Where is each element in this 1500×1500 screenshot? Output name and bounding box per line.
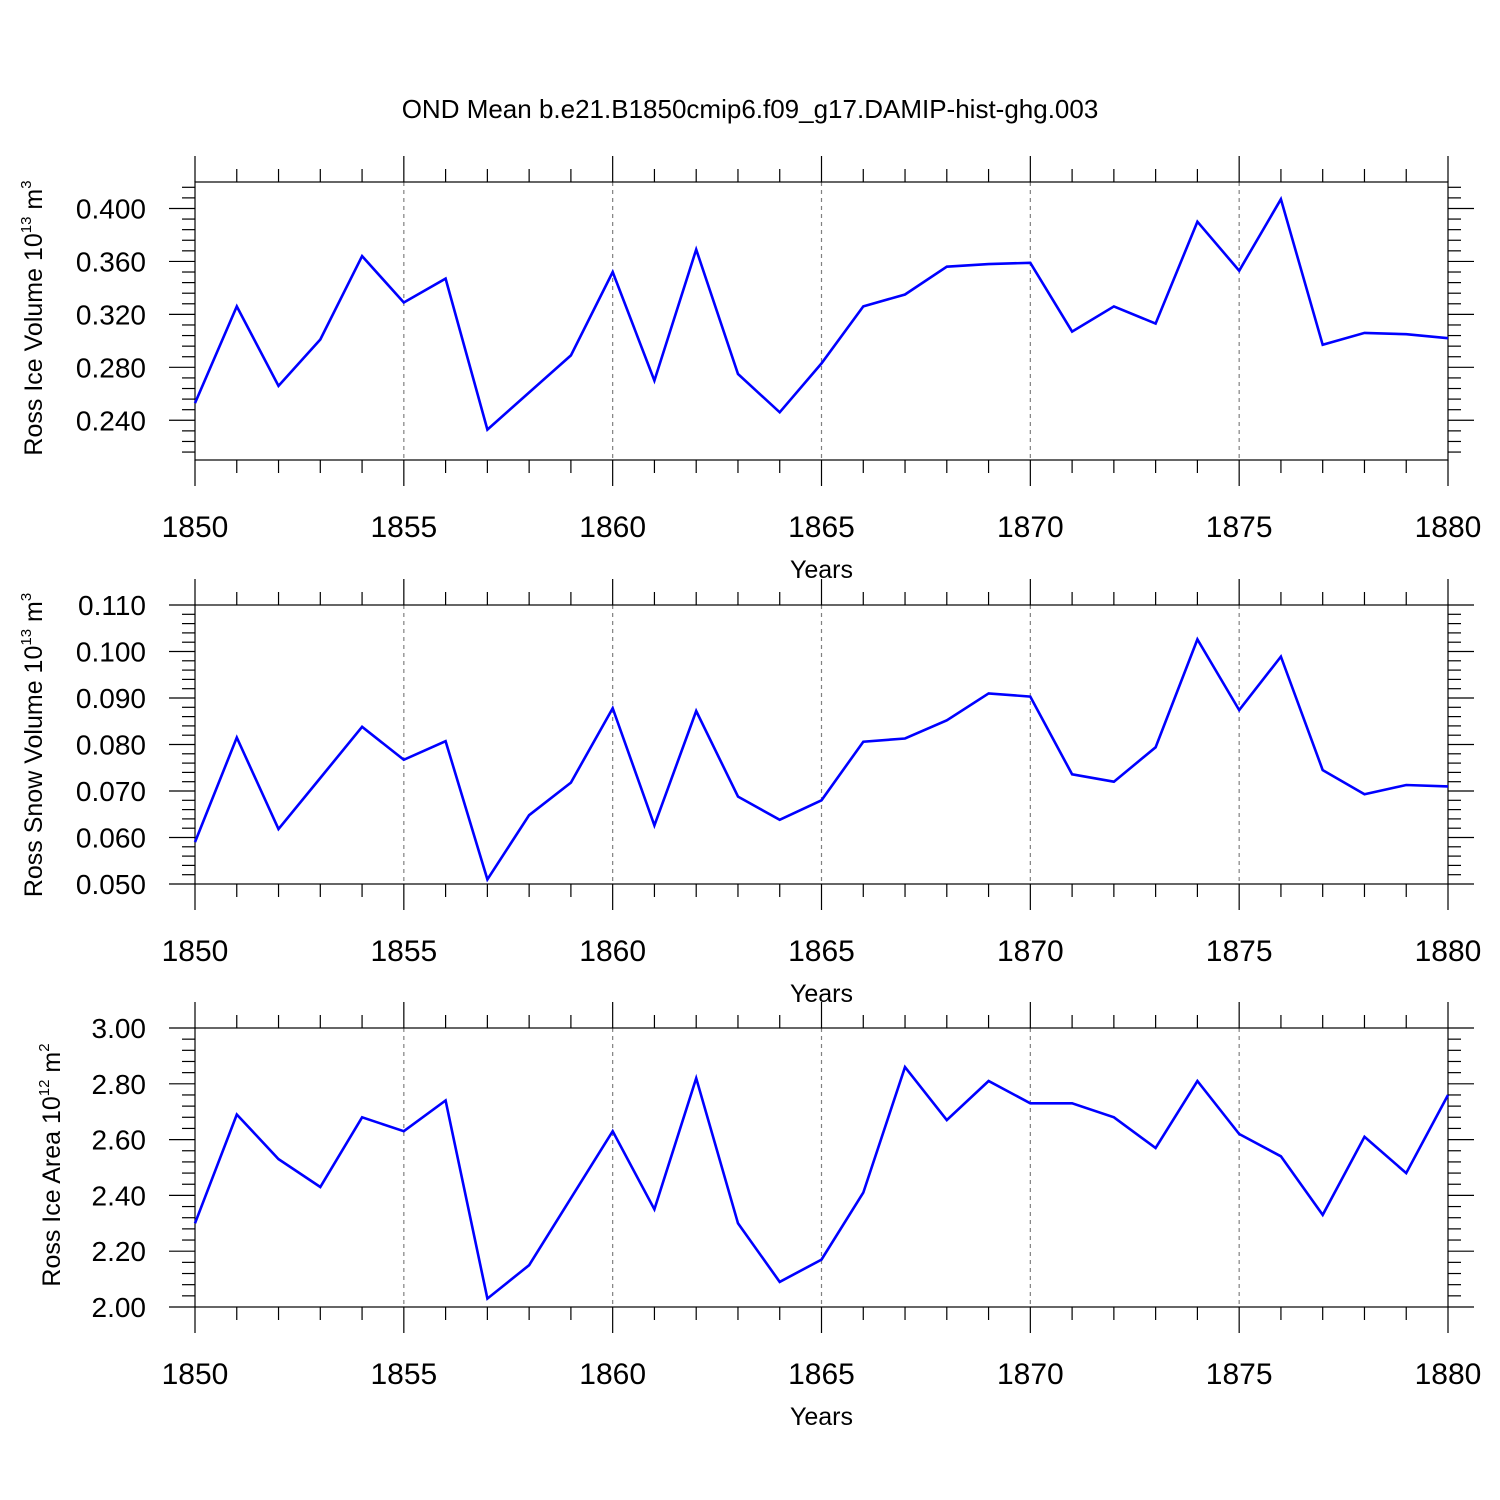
series-line xyxy=(193,195,1449,432)
y-axis-label-unit-sup: 3 xyxy=(18,593,35,601)
x-tick-label: 1860 xyxy=(579,511,646,544)
panel-3: 2.00 2.20 2.40 2.60 2.80 3.00 1850 1855 1860 1865… xyxy=(36,1002,1481,1431)
y-tick-label: 0.400 xyxy=(76,193,146,224)
x-tick-label: 1865 xyxy=(788,1358,855,1391)
y-axis-label-unit-sup: 3 xyxy=(18,180,35,188)
y-tick-label: 2.00 xyxy=(92,1292,147,1323)
x-tick-label: 1865 xyxy=(788,935,855,968)
y-axis-label: Ross Ice Area 1012 m2 xyxy=(36,1043,66,1286)
panel-1: 0.240 0.280 0.320 0.360 0.400 1850 1855 1860 186… xyxy=(18,156,1481,584)
x-tick-label: 1855 xyxy=(370,511,437,544)
x-tick-label: 1860 xyxy=(579,935,646,968)
x-tick-label: 1870 xyxy=(997,935,1064,968)
x-tick-label: 1865 xyxy=(788,511,855,544)
panel-2: 0.050 0.060 0.070 0.080 0.090 0.100 0.110 1850 1… xyxy=(18,579,1481,1008)
y-axis-label: Ross Ice Volume 1013 m3 xyxy=(18,180,48,455)
y-tick-label: 0.100 xyxy=(76,637,146,668)
y-tick-label: 0.360 xyxy=(76,246,146,277)
y-axis-label-sup: 13 xyxy=(18,217,35,234)
y-tick-label: 0.050 xyxy=(76,869,146,900)
x-tick-label: 1860 xyxy=(579,1358,646,1391)
y-axis-label-sup: 12 xyxy=(36,1080,53,1097)
y-tick-label: 0.080 xyxy=(76,730,146,761)
y-tick-label: 0.110 xyxy=(78,590,146,621)
y-tick-label: 0.070 xyxy=(76,776,146,807)
x-tick-label: 1870 xyxy=(997,511,1064,544)
x-tick-label: 1875 xyxy=(1206,511,1273,544)
x-tick-label: 1875 xyxy=(1206,935,1273,968)
y-axis-label-unit: m xyxy=(38,1052,66,1080)
series-line xyxy=(193,1064,1450,1301)
x-tick-label: 1880 xyxy=(1415,1358,1482,1391)
y-tick-label: 0.090 xyxy=(76,683,146,714)
y-axis-label: Ross Snow Volume 1013 m3 xyxy=(18,593,48,897)
x-tick-label: 1875 xyxy=(1206,1358,1273,1391)
y-tick-label: 2.60 xyxy=(92,1125,147,1156)
y-axis-label-unit: m xyxy=(20,601,48,629)
y-axis-label-sup: 13 xyxy=(18,629,35,646)
x-tick-label: 1855 xyxy=(370,1358,437,1391)
x-tick-label: 1870 xyxy=(997,1358,1064,1391)
y-axis-label-unit: m xyxy=(20,189,48,217)
x-tick-label: 1880 xyxy=(1415,511,1482,544)
y-tick-label: 0.240 xyxy=(76,405,146,436)
x-tick-label: 1850 xyxy=(162,1358,229,1391)
x-tick-label: 1855 xyxy=(370,935,437,968)
y-tick-label: 3.00 xyxy=(92,1013,147,1044)
y-tick-label: 0.280 xyxy=(76,352,146,383)
y-axis-label-text: Ross Ice Volume 10 xyxy=(20,233,48,455)
x-tick-label: 1850 xyxy=(162,935,229,968)
y-axis-label-text: Ross Snow Volume 10 xyxy=(20,646,48,898)
panels: 0.240 0.280 0.320 0.360 0.400 1850 1855 1860 186… xyxy=(18,156,1481,1431)
x-tick-label: 1880 xyxy=(1415,935,1482,968)
y-tick-label: 0.320 xyxy=(76,299,146,330)
y-tick-label: 0.060 xyxy=(76,823,146,854)
series-line xyxy=(193,636,1449,883)
x-axis-label: Years xyxy=(790,1403,853,1431)
y-tick-label: 2.80 xyxy=(92,1069,147,1100)
y-axis-label-text: Ross Ice Area 10 xyxy=(38,1096,66,1286)
x-tick-label: 1850 xyxy=(162,511,229,544)
y-axis-label-unit-sup: 2 xyxy=(36,1043,53,1051)
y-tick-label: 2.40 xyxy=(92,1180,147,1211)
y-tick-label: 2.20 xyxy=(92,1236,147,1267)
figure-title: OND Mean b.e21.B1850cmip6.f09_g17.DAMIP-… xyxy=(402,94,1099,124)
